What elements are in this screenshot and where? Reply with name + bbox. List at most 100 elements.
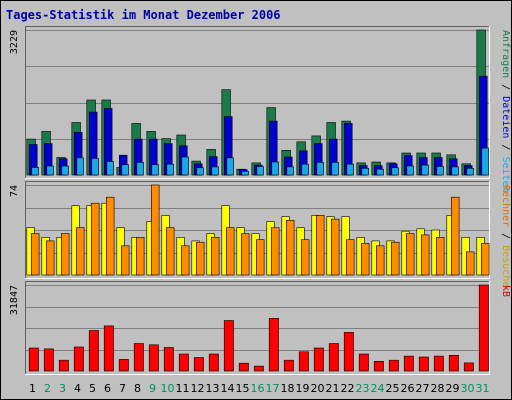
bar-bottom-kb-14: [223, 320, 234, 372]
bar-bottom-kb-20: [313, 347, 324, 372]
bar-middle-rechner-14: [226, 227, 235, 276]
x-tick-label-22: 22: [341, 382, 355, 395]
bar-top-seiten-25: [391, 167, 399, 176]
x-tick-label-7: 7: [119, 382, 126, 395]
bar-top-seiten-20: [316, 162, 324, 176]
bar-middle-rechner-12: [196, 241, 205, 276]
bar-middle-rechner-19: [300, 239, 310, 276]
x-tick-label-11: 11: [176, 382, 190, 395]
x-tick-label-19: 19: [296, 382, 310, 395]
bar-top-seiten-21: [331, 162, 339, 176]
bar-middle-rechner-29: [450, 196, 460, 276]
bar-bottom-kb-30: [463, 362, 474, 372]
bar-middle-rechner-26: [405, 233, 415, 276]
bar-top-seiten-29: [451, 166, 459, 176]
bar-bottom-kb-28: [433, 355, 444, 372]
bar-top-seiten-5: [91, 158, 99, 176]
x-tick-label-2: 2: [44, 382, 51, 395]
bar-middle-rechner-28: [435, 237, 445, 276]
bar-middle-rechner-3: [60, 233, 70, 276]
bar-bottom-kb-15: [238, 362, 249, 372]
bar-middle-rechner-20: [315, 215, 325, 276]
bar-bottom-kb-4: [73, 346, 84, 372]
bar-bottom-kb-18: [283, 359, 294, 372]
x-tick-label-5: 5: [89, 382, 96, 395]
x-tick-label-21: 21: [326, 382, 340, 395]
bar-middle-rechner-27: [420, 234, 430, 276]
bar-middle-rechner-2: [45, 240, 55, 276]
bar-bottom-kb-13: [208, 353, 219, 372]
bar-top-seiten-8: [136, 162, 144, 176]
bar-middle-rechner-16: [255, 239, 265, 276]
panel-top-legend: Anfragen / Dateien / Seiten: [500, 30, 511, 193]
bar-top-seiten-7: [121, 164, 129, 176]
bar-top-seiten-26: [406, 165, 414, 176]
bar-top-seiten-11: [181, 156, 189, 176]
bar-middle-rechner-23: [360, 243, 370, 276]
bar-bottom-kb-16: [253, 365, 264, 372]
x-tick-label-25: 25: [386, 382, 400, 395]
x-tick-label-20: 20: [311, 382, 325, 395]
x-tick-label-12: 12: [191, 382, 205, 395]
bar-middle-rechner-17: [270, 227, 280, 276]
bar-bottom-kb-25: [388, 359, 399, 372]
bar-bottom-kb-26: [403, 355, 414, 372]
bar-top-seiten-15: [241, 171, 249, 176]
panel-top-ymax-label: 3229: [9, 30, 20, 54]
bar-top-seiten-19: [301, 163, 309, 176]
bar-middle-rechner-8: [136, 237, 145, 276]
bar-middle-rechner-30: [465, 251, 475, 276]
legend-entry: Anfragen: [500, 30, 511, 78]
x-tick-label-18: 18: [281, 382, 295, 395]
legend-entry: /: [500, 227, 511, 245]
bar-top-seiten-24: [376, 168, 384, 176]
bar-bottom-kb-2: [43, 348, 54, 372]
bar-top-seiten-22: [346, 163, 354, 176]
legend-entry: Rechner: [500, 185, 511, 227]
x-tick-label-16: 16: [251, 382, 265, 395]
legend-entry: Besuche: [500, 245, 511, 287]
bar-middle-rechner-4: [76, 227, 85, 276]
bar-bottom-kb-12: [193, 357, 204, 372]
bar-top-seiten-27: [421, 164, 429, 176]
bar-top-seiten-10: [166, 163, 174, 176]
bar-bottom-kb-23: [358, 353, 369, 372]
x-tick-label-17: 17: [266, 382, 280, 395]
bar-top-seiten-14: [226, 157, 234, 176]
bar-bottom-kb-31: [478, 284, 489, 372]
bar-bottom-kb-17: [268, 317, 279, 372]
bar-top-seiten-30: [466, 168, 474, 176]
bar-middle-rechner-15: [241, 233, 250, 276]
x-tick-label-4: 4: [74, 382, 81, 395]
bar-top-seiten-12: [196, 167, 204, 176]
bar-middle-rechner-31: [480, 243, 490, 276]
legend-entry: kB: [500, 285, 511, 297]
x-tick-label-9: 9: [149, 382, 156, 395]
bar-bottom-kb-22: [343, 332, 354, 372]
x-tick-label-26: 26: [401, 382, 415, 395]
x-tick-label-13: 13: [206, 382, 220, 395]
bar-middle-rechner-11: [181, 245, 190, 276]
bar-bottom-kb-29: [448, 354, 459, 372]
bar-middle-rechner-13: [211, 237, 220, 276]
bar-middle-rechner-6: [106, 196, 115, 276]
bar-top-seiten-18: [286, 166, 294, 176]
x-tick-label-8: 8: [134, 382, 141, 395]
bar-bottom-kb-27: [418, 356, 429, 372]
x-tick-label-3: 3: [59, 382, 66, 395]
bar-middle-rechner-1: [30, 233, 40, 276]
x-tick-label-14: 14: [221, 382, 235, 395]
bar-top-seiten-31: [481, 147, 489, 176]
x-tick-label-27: 27: [416, 382, 430, 395]
bar-middle-rechner-18: [285, 220, 295, 276]
legend-entry: Dateien: [500, 96, 511, 138]
bar-middle-rechner-9: [151, 184, 160, 276]
bar-bottom-kb-8: [133, 343, 144, 372]
legend-entry: /: [500, 138, 511, 156]
bar-middle-rechner-10: [166, 227, 175, 276]
bar-bottom-kb-3: [58, 359, 69, 372]
bar-top-seiten-1: [31, 167, 39, 176]
x-tick-label-29: 29: [446, 382, 460, 395]
